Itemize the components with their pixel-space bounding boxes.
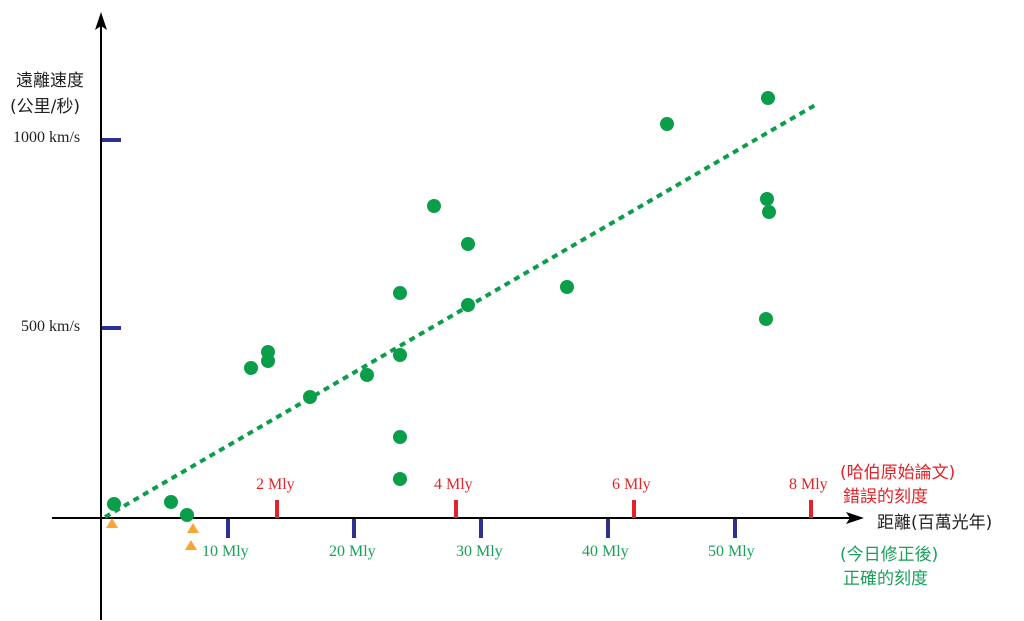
corrected-scale-note-line1: (今日修正後) <box>840 545 939 565</box>
x-axis-arrow-icon <box>846 512 864 524</box>
y-tick-label-500: 500 km/s <box>21 318 81 335</box>
original-scale-note-line2: 錯誤的刻度 <box>843 487 928 507</box>
corrected-tick-label-50: 50 Mly <box>708 543 755 560</box>
galaxy-points <box>107 91 776 522</box>
corrected-x-ticks <box>226 519 737 538</box>
y-tick-500 <box>102 326 121 330</box>
trend-line <box>103 102 819 519</box>
original-tick-label-2: 2 Mly <box>256 476 295 493</box>
original-tick-label-6: 6 Mly <box>612 476 651 493</box>
y-tick-label-1000: 1000 km/s <box>13 129 81 146</box>
corrected-tick-label-30: 30 Mly <box>456 543 503 560</box>
x-axis-label: 距離(百萬光年) <box>877 513 993 533</box>
original-scale-note-line1: (哈伯原始論文) <box>840 463 956 483</box>
y-axis-label-line1: 遠離速度 <box>16 71 84 91</box>
corrected-scale-note-line2: 正確的刻度 <box>843 569 928 589</box>
triangle-points <box>106 518 199 550</box>
corrected-tick-label-20: 20 Mly <box>329 543 376 560</box>
y-tick-1000 <box>102 138 121 142</box>
corrected-tick-label-10: 10 Mly <box>202 543 249 560</box>
y-axis-arrow-icon <box>95 12 107 30</box>
corrected-tick-label-40: 40 Mly <box>582 543 629 560</box>
original-tick-label-8: 8 Mly <box>789 476 828 493</box>
y-axis-label-line2: (公里/秒) <box>10 97 80 117</box>
original-tick-label-4: 4 Mly <box>434 476 473 493</box>
original-x-ticks <box>275 500 813 518</box>
